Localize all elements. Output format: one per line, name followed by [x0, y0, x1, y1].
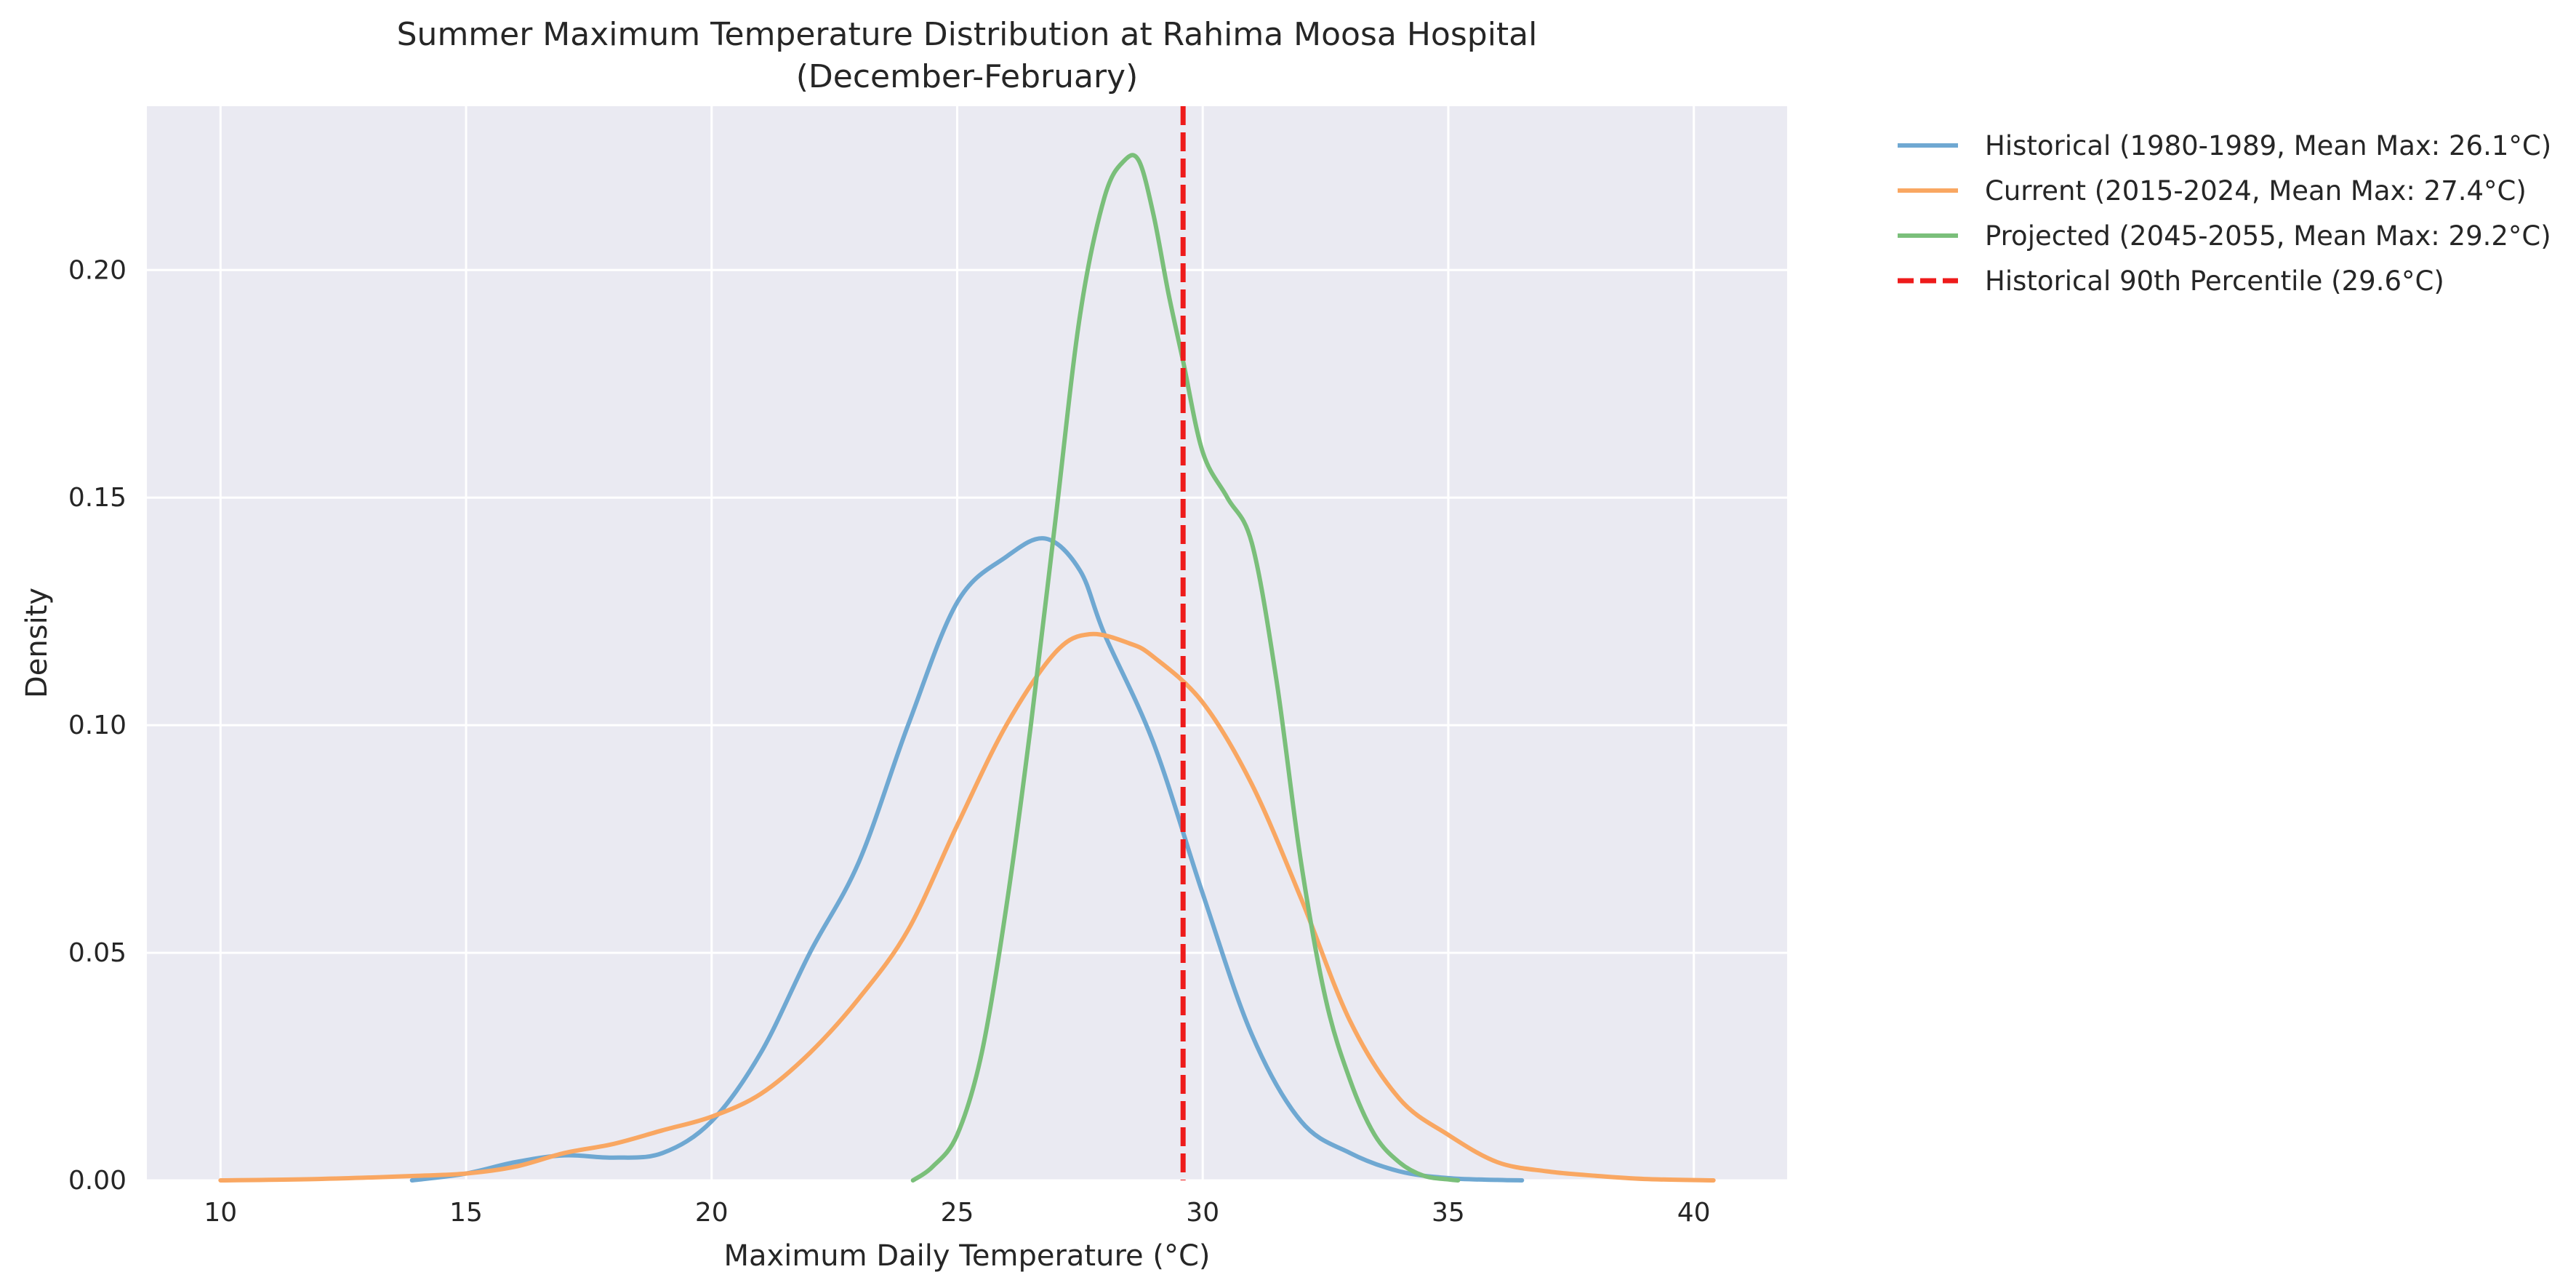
plot-background — [147, 106, 1787, 1180]
projected-density-line — [910, 153, 1461, 1183]
x-tick-label: 30 — [1186, 1198, 1219, 1228]
legend: Historical (1980-1989, Mean Max: 26.1°C)… — [1898, 130, 2551, 297]
current-density-line — [218, 631, 1716, 1183]
chart-title: Summer Maximum Temperature Distribution … — [397, 16, 1538, 53]
x-tick-label: 35 — [1432, 1198, 1465, 1228]
x-tick-label: 20 — [695, 1198, 729, 1228]
x-tick-label: 10 — [204, 1198, 237, 1228]
y-tick-label: 0.20 — [68, 255, 127, 285]
x-tick-label: 15 — [449, 1198, 483, 1228]
y-tick-label: 0.00 — [68, 1166, 127, 1196]
plot-area: 10 15 20 25 30 35 40 0.00 0.05 0.10 0.15 0.20 — [68, 106, 1787, 1228]
y-axis-label: Density — [20, 588, 54, 698]
legend-label-historical: Historical (1980-1989, Mean Max: 26.1°C) — [1985, 130, 2551, 161]
historical-density-line — [409, 536, 1525, 1183]
legend-label-projected: Projected (2045-2055, Mean Max: 29.2°C) — [1985, 220, 2551, 252]
legend-label-current: Current (2015-2024, Mean Max: 27.4°C) — [1985, 175, 2527, 207]
y-tick-label: 0.15 — [68, 483, 127, 513]
x-tick-label: 25 — [941, 1198, 974, 1228]
x-axis-label: Maximum Daily Temperature (°C) — [724, 1239, 1211, 1273]
x-tick-label: 40 — [1677, 1198, 1711, 1228]
chart-subtitle: (December-February) — [796, 58, 1139, 95]
y-tick-label: 0.05 — [68, 938, 127, 968]
y-tick-label: 0.10 — [68, 711, 127, 740]
legend-label-percentile-90: Historical 90th Percentile (29.6°C) — [1985, 265, 2444, 297]
